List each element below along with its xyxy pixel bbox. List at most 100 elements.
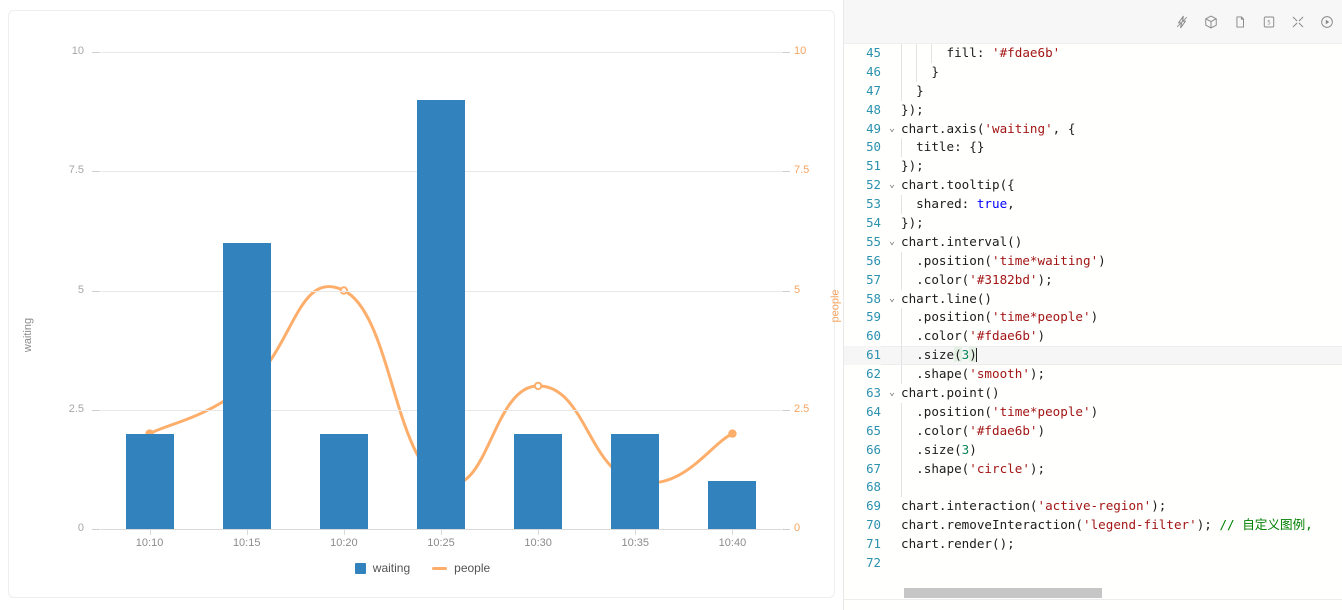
code-line[interactable]: 53 shared: true, [844, 195, 1342, 215]
code-text: .position('time*waiting') [901, 252, 1106, 271]
code-line[interactable]: 71 chart.render(); [844, 535, 1342, 554]
code-line[interactable]: 49 ⌄ chart.axis('waiting', { [844, 120, 1342, 139]
code-token: .size( [901, 441, 962, 457]
copy-icon[interactable] [1228, 10, 1252, 34]
code-text: .color('#fdae6b') [901, 327, 1045, 346]
code-line[interactable]: 54}); [844, 214, 1342, 233]
code-text: chart.tooltip({ [901, 176, 1015, 195]
code-content[interactable]: 45 fill: '#fdae6b' 46 } 47 } 48}); 49 ⌄ chart.… [844, 44, 1342, 610]
y-axis-tick-label-left: 2.5 [68, 402, 84, 415]
chart-bar[interactable] [611, 433, 660, 529]
code-token: ); [1196, 517, 1220, 533]
chart-data-point[interactable] [533, 381, 543, 391]
indent-guide [901, 440, 902, 460]
code-line[interactable]: 58 ⌄ chart.line() [844, 290, 1342, 309]
code-line[interactable]: 68 [844, 478, 1342, 498]
chart-bar[interactable] [708, 481, 757, 529]
code-text: chart.removeInteraction('legend-filter')… [901, 516, 1313, 535]
code-token: ) [1090, 309, 1099, 325]
code-token: } [901, 82, 924, 98]
y-axis-tick-label-left: 7.5 [68, 164, 84, 177]
codesandbox-icon[interactable] [1199, 10, 1223, 34]
line-number: 72 [866, 555, 881, 571]
chevron-down-icon[interactable]: ⌄ [888, 292, 896, 304]
legend-item-label: waiting [372, 561, 411, 575]
svg-text:5: 5 [1267, 20, 1271, 26]
chart-bar[interactable] [417, 99, 465, 529]
code-line[interactable]: 46 } [844, 62, 1342, 82]
chart-data-point[interactable] [728, 429, 737, 438]
code-token: chart.axis( [901, 120, 985, 136]
code-line[interactable]: 47 } [844, 81, 1342, 101]
indent-guide [901, 138, 902, 158]
code-token: title: {} [901, 139, 985, 155]
code-token: .position( [901, 309, 992, 325]
code-line[interactable]: 57 .color('#3182bd'); [844, 270, 1342, 290]
editor-hscrollbar-thumb[interactable] [904, 588, 1102, 598]
chart-bar[interactable] [514, 433, 563, 529]
code-line[interactable]: 66 .size(3) [844, 440, 1342, 460]
code-line[interactable]: 52 ⌄ chart.tooltip({ [844, 176, 1342, 195]
code-line[interactable]: 70 chart.removeInteraction('legend-filter… [844, 516, 1342, 535]
chevron-down-icon[interactable]: ⌄ [888, 235, 896, 247]
code-line[interactable]: 45 fill: '#fdae6b' [844, 44, 1342, 63]
code-line[interactable]: 67 .shape('circle'); [844, 459, 1342, 479]
line-number: 67 [866, 460, 881, 476]
collapse-icon[interactable] [1286, 10, 1310, 34]
code-line[interactable]: 55 ⌄ chart.interval() [844, 233, 1342, 252]
code-line[interactable]: 61 .size(3) [844, 346, 1342, 366]
code-text: chart.render(); [901, 535, 1015, 554]
chevron-down-icon[interactable]: ⌄ [888, 387, 896, 399]
chart-bar[interactable] [222, 242, 271, 529]
code-line[interactable]: 59 .position('time*people') [844, 308, 1342, 328]
legend-item[interactable]: people [432, 561, 490, 575]
code-line[interactable]: 56 .position('time*waiting') [844, 251, 1342, 271]
y-axis-tick-label-right: 7.5 [794, 164, 810, 177]
line-number: 64 [866, 403, 881, 419]
chevron-down-icon[interactable]: ⌄ [888, 122, 896, 134]
code-line[interactable]: 51}); [844, 157, 1342, 176]
code-token: ) [1037, 328, 1046, 344]
lightning-icon[interactable] [1170, 10, 1194, 34]
code-line[interactable]: 72 [844, 554, 1342, 573]
code-token: chart.point() [901, 385, 1000, 401]
code-text: .shape('smooth'); [901, 365, 1045, 384]
editor-hscrollbar-track[interactable] [844, 588, 1342, 598]
html5-icon[interactable]: 5 [1257, 10, 1281, 34]
code-line[interactable]: 63 ⌄ chart.point() [844, 384, 1342, 403]
legend-item[interactable]: waiting [354, 561, 411, 575]
code-line[interactable]: 69 chart.interaction('active-region'); [844, 497, 1342, 516]
code-line[interactable]: 50 title: {} [844, 138, 1342, 158]
y-axis-tick-mark-left [92, 290, 100, 292]
code-line[interactable]: 64 .position('time*people') [844, 402, 1342, 422]
line-number: 57 [866, 271, 881, 287]
chart-bar[interactable] [319, 433, 368, 529]
line-number: 60 [866, 328, 881, 344]
indent-guide [901, 478, 902, 498]
code-text: chart.interaction('active-region'); [901, 497, 1166, 516]
code-token: 3 [961, 347, 970, 363]
x-axis-tick-label: 10:35 [621, 537, 650, 549]
editor-toolbar: 5 [844, 0, 1342, 44]
x-axis-tick-label: 10:20 [330, 537, 358, 549]
code-token: } [901, 63, 939, 79]
x-axis-tick-mark [343, 530, 345, 535]
chart-plot-area[interactable]: 0 0 2.5 2.5 5 5 7.5 7.5 10 10 waiting people 10:10 10… [9, 11, 841, 599]
code-token: 'time*waiting' [992, 252, 1099, 268]
code-text: .shape('circle'); [901, 460, 1045, 479]
chevron-down-icon[interactable]: ⌄ [888, 179, 896, 191]
code-line[interactable]: 62 .shape('smooth'); [844, 365, 1342, 385]
chart-bar[interactable] [125, 433, 174, 529]
line-number: 68 [866, 479, 881, 495]
code-line[interactable]: 48}); [844, 101, 1342, 120]
code-token: }); [901, 215, 924, 231]
code-line[interactable]: 60 .color('#fdae6b') [844, 327, 1342, 347]
x-axis-tick-mark [149, 530, 151, 535]
play-icon[interactable] [1315, 10, 1339, 34]
y-axis-tick-mark-right [782, 52, 790, 53]
indent-guide [901, 62, 902, 82]
code-token: shared: [901, 196, 977, 212]
chart-data-point[interactable] [339, 286, 349, 295]
code-token: , { [1052, 120, 1076, 136]
code-line[interactable]: 65 .color('#fdae6b') [844, 421, 1342, 441]
